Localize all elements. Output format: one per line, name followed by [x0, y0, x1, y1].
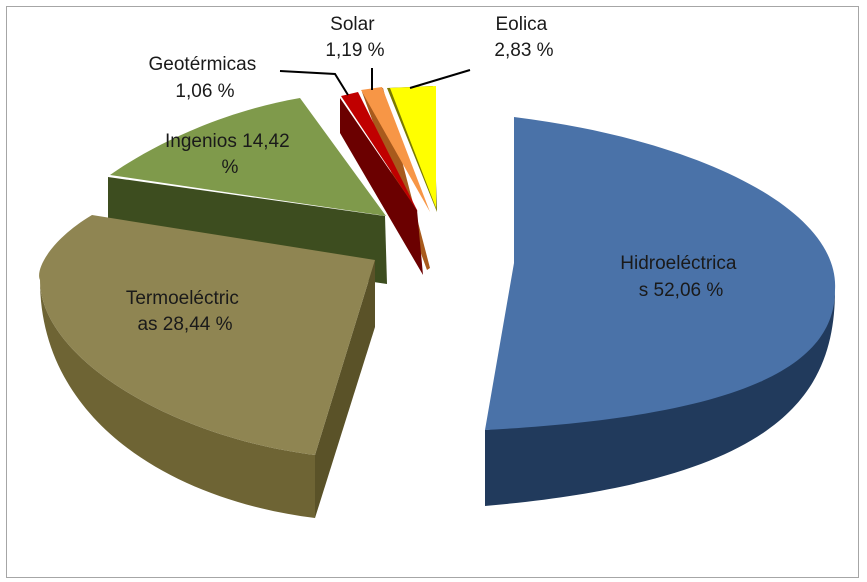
label-eolica: Eolica 2,83 %	[494, 14, 553, 61]
slice-hidroelectricas-side	[485, 290, 835, 506]
label-ingenios-line1: Ingenios 14,42	[165, 131, 290, 152]
leader-line-eolica	[409, 69, 471, 89]
label-solar: Solar 1,19 %	[325, 14, 384, 61]
label-ingenios-line2: %	[222, 157, 239, 178]
label-ingenios: Ingenios 14,42 %	[165, 131, 295, 178]
label-termoelectricas-line1: Termoeléctric	[126, 288, 239, 309]
slice-geotermicas-side	[340, 98, 423, 275]
label-hidroelectricas-line1: Hidroeléctrica	[620, 253, 737, 274]
slice-eolica-top	[390, 86, 436, 208]
slice-termoelectricas-side	[40, 280, 315, 518]
leader-line-geotermicas	[279, 70, 349, 96]
slice-termoelectricas	[39, 215, 375, 518]
label-solar-line2: 1,19 %	[325, 40, 384, 61]
slice-geotermicas-top	[341, 92, 418, 212]
label-geotermicas-line2: 1,06 %	[175, 81, 234, 102]
slice-hidroelectricas-top	[485, 117, 836, 430]
label-termoelectricas: Termoeléctric as 28,44 %	[126, 288, 244, 335]
slice-ingenios-top	[110, 98, 386, 216]
label-eolica-line1: Eolica	[495, 14, 547, 35]
label-termoelectricas-line2: as 28,44 %	[137, 314, 232, 335]
slice-solar-top	[361, 87, 430, 212]
slice-hidroelectricas	[485, 117, 836, 506]
label-hidroelectricas: Hidroeléctrica s 52,06 %	[620, 253, 741, 301]
label-solar-line1: Solar	[330, 14, 375, 35]
label-eolica-line2: 2,83 %	[494, 40, 553, 61]
slice-geotermicas	[340, 92, 423, 275]
label-hidroelectricas-line2: s 52,06 %	[639, 280, 724, 301]
slice-eolica	[387, 86, 437, 212]
slice-termoelectricas-top	[39, 215, 375, 455]
slice-termoelectricas-cut	[315, 260, 375, 518]
label-geotermicas: Geotérmicas 1,06 %	[149, 54, 262, 102]
label-geotermicas-line1: Geotérmicas	[149, 54, 257, 75]
